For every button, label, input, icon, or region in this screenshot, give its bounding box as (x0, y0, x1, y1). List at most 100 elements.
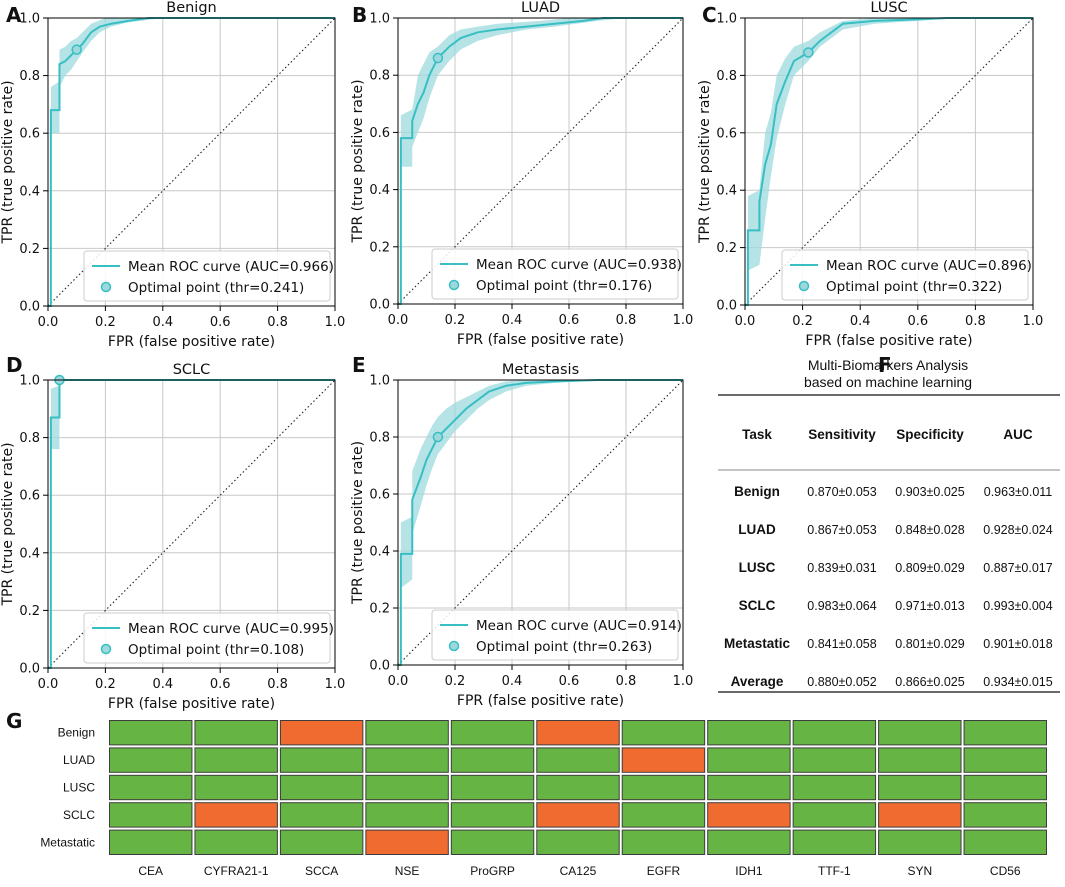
y-tick-label: 0.4 (19, 546, 40, 561)
y-tick-label: 0.4 (716, 184, 737, 199)
y-axis-label: TPR (true positive rate) (0, 442, 16, 606)
y-tick-label: 0.2 (369, 602, 390, 617)
table-title-line1: Multi-Biomarkers Analysis (808, 357, 968, 373)
legend-point-label: Optimal point (thr=0.241) (128, 280, 304, 296)
table-cell: 0.993±0.004 (983, 599, 1052, 613)
y-tick-label: 0.4 (369, 183, 390, 198)
axes-frame (47, 17, 336, 307)
legend-point-swatch (100, 643, 112, 655)
heatmap-cell (365, 802, 449, 828)
x-tick-label: 0.2 (445, 313, 466, 328)
table-cell: 0.866±0.025 (895, 675, 964, 689)
roc-curve (398, 17, 683, 305)
heatmap-cell (536, 720, 620, 746)
axes-frame (47, 379, 336, 669)
y-tick-label: 0.2 (19, 604, 40, 619)
y-tick-label: 0.2 (716, 241, 737, 256)
table-cell: 0.983±0.064 (807, 599, 876, 613)
heatmap-cell (707, 774, 791, 801)
heatmap-cell (536, 829, 620, 855)
heatmap-column-label: TTF-1 (818, 864, 851, 878)
legend: Mean ROC curve (AUC=0.966) Optimal point … (83, 250, 334, 302)
heatmap-cell (365, 747, 449, 773)
heatmap-cell (707, 720, 791, 746)
heatmap-row-label: Benign (58, 726, 95, 740)
legend-point-swatch (100, 281, 112, 293)
roc-chart-b: 0.0 0.2 0.4 0.6 0.8 1.0 0.0 0.2 0.4 0.6 0.8 1.0 LUAD… (350, 0, 693, 348)
heatmap-cell (194, 802, 278, 828)
legend-box (431, 609, 679, 661)
heatmap-column-label: IDH1 (735, 864, 763, 878)
legend-curve-label: Mean ROC curve (AUC=0.914) (476, 618, 682, 634)
chart-title: SCLC (173, 362, 211, 378)
legend-curve-label: Mean ROC curve (AUC=0.966) (128, 259, 334, 275)
chart-title: LUAD (521, 0, 560, 16)
table-cell: 0.963±0.011 (984, 485, 1053, 499)
x-tick-label: 1.0 (673, 674, 694, 689)
chart-title: Metastasis (502, 362, 579, 378)
chart-title: Benign (166, 0, 216, 16)
heatmap-cell (963, 802, 1048, 828)
x-tick-label: 0.6 (907, 314, 928, 329)
table-row-label: LUAD (738, 522, 776, 537)
x-tick-label: 0.4 (502, 313, 523, 328)
y-tick-label: 0.0 (19, 662, 40, 677)
roc-curve (745, 17, 1033, 306)
optimal-point-marker (432, 431, 444, 443)
x-tick-label: 0.6 (559, 674, 580, 689)
x-tick-label: 0.6 (210, 677, 231, 692)
heatmap-cell (279, 720, 364, 746)
y-tick-label: 0.2 (369, 240, 390, 255)
heatmap-cell (878, 829, 962, 855)
heatmap-cell (279, 829, 364, 855)
table-cell: 0.848±0.028 (895, 523, 964, 537)
x-axis-label: FPR (false positive rate) (108, 696, 275, 712)
panel-letter-f: F (878, 353, 892, 377)
heatmap-cell (707, 747, 791, 773)
panel-letter-a: A (6, 3, 22, 27)
panel-letter-d: D (6, 353, 23, 377)
heatmap-cell (109, 747, 193, 773)
heatmap-cell (963, 829, 1048, 855)
heatmap-cell (194, 774, 278, 801)
table-row-label: Average (731, 674, 784, 689)
table-row-label: SCLC (739, 598, 776, 613)
heatmap-cell (365, 774, 449, 801)
legend-point-label: Optimal point (thr=0.322) (826, 279, 1002, 295)
legend: Mean ROC curve (AUC=0.995) Optimal point … (83, 612, 334, 664)
heatmap-cell (792, 802, 877, 828)
y-axis-label: TPR (true positive rate) (350, 441, 366, 605)
y-tick-label: 0.8 (369, 431, 390, 446)
heatmap-cell (878, 720, 962, 746)
table-cell: 0.841±0.058 (807, 637, 876, 651)
roc-panels: 0.0 0.2 0.4 0.6 0.8 1.0 0.0 0.2 0.4 0.6 0.8 1.0 Beni… (0, 0, 1043, 712)
y-tick-label: 0.6 (19, 127, 40, 142)
x-axis-label: FPR (false positive rate) (457, 332, 624, 348)
table-header-cell: AUC (1003, 427, 1032, 442)
x-tick-label: 0.4 (502, 674, 523, 689)
x-axis-label: FPR (false positive rate) (805, 333, 972, 349)
y-axis-label: TPR (true positive rate) (697, 80, 713, 244)
heatmap-cell (792, 747, 877, 773)
table-cell: 0.880±0.052 (807, 675, 876, 689)
heatmap-cell (109, 774, 193, 801)
heatmap-cell (792, 829, 877, 855)
heatmap-cell (109, 720, 193, 746)
table-cell: 0.870±0.053 (807, 485, 876, 499)
y-tick-label: 1.0 (19, 12, 40, 27)
x-tick-label: 0.0 (38, 677, 59, 692)
heatmap-column-label: CA125 (560, 864, 597, 878)
roc-chart-c: 0.0 0.2 0.4 0.6 0.8 1.0 0.0 0.2 0.4 0.6 0.8 1.0 LUSC… (697, 0, 1043, 349)
legend-box (83, 612, 331, 664)
table-row-label: Metastatic (724, 636, 791, 651)
table-row-label: LUSC (739, 560, 776, 575)
y-tick-label: 1.0 (19, 374, 40, 389)
x-tick-label: 0.4 (152, 677, 173, 692)
x-axis-label: FPR (false positive rate) (108, 334, 275, 350)
heatmap-cell (450, 829, 535, 855)
x-tick-label: 0.8 (616, 674, 637, 689)
x-tick-label: 0.0 (388, 674, 409, 689)
roc-chart-a: 0.0 0.2 0.4 0.6 0.8 1.0 0.0 0.2 0.4 0.6 0.8 1.0 Beni… (0, 0, 345, 350)
y-tick-label: 0.4 (369, 545, 390, 560)
legend: Mean ROC curve (AUC=0.914) Optimal point … (431, 609, 682, 661)
